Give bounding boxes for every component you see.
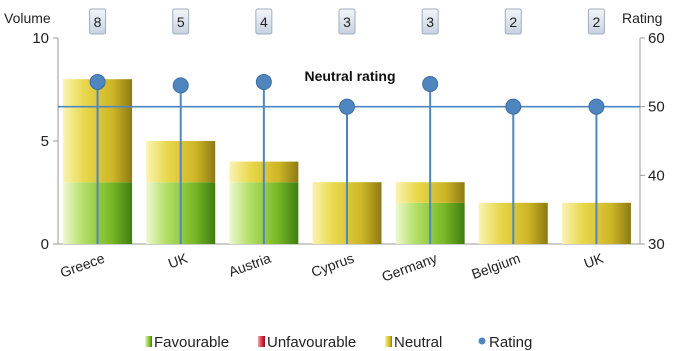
volume-label: 4 (260, 14, 268, 30)
right-axis-title: Rating (622, 10, 662, 26)
rating-point (422, 76, 439, 93)
right-axis-tick-label: 40 (648, 167, 665, 184)
right-axis-tick-label: 30 (648, 236, 665, 253)
category-label: Austria (226, 250, 273, 280)
volume-label: 3 (426, 14, 434, 30)
legend-label-favourable: Favourable (154, 334, 229, 351)
legend-swatch-unfavourable (258, 336, 265, 347)
right-axis-tick-label: 60 (648, 30, 665, 47)
volume-badge (172, 8, 190, 35)
volume-label: 2 (509, 14, 517, 30)
legend-label-rating: Rating (489, 334, 532, 351)
legend: Favourable Unfavourable Neutral Rating (145, 334, 532, 351)
left-axis-tick-label: 5 (41, 133, 49, 150)
volume-badge (587, 8, 605, 35)
rating-point (172, 77, 189, 94)
legend-swatch-neutral (385, 336, 392, 347)
rating-point (89, 73, 106, 90)
volume-badge (421, 8, 439, 35)
left-axis-title: Volume (4, 10, 51, 26)
left-axis-tick-label: 10 (32, 30, 49, 47)
rating-point (255, 73, 272, 90)
volume-badge (338, 8, 356, 35)
category-label: UK (166, 250, 190, 272)
rating-point (588, 98, 605, 115)
legend-label-unfavourable: Unfavourable (267, 334, 356, 351)
category-label: Germany (380, 250, 440, 285)
volume-label: 8 (94, 14, 102, 30)
category-label: Cyprus (309, 250, 356, 280)
legend-label-neutral: Neutral (394, 334, 442, 351)
legend-swatch-favourable (145, 336, 152, 347)
left-axis-tick-label: 0 (41, 236, 49, 253)
rating-point (339, 98, 355, 115)
volume-label: 2 (593, 14, 601, 30)
category-label: Belgium (469, 250, 522, 282)
volume-label: 3 (343, 14, 351, 30)
category-label: UK (582, 250, 606, 272)
legend-marker-rating (478, 337, 486, 345)
volume-badge (504, 8, 522, 35)
volume-badge (89, 8, 107, 35)
volume-label: 5 (177, 14, 185, 30)
category-label: Greece (58, 250, 107, 281)
right-axis-tick-label: 50 (648, 99, 665, 116)
neutral-rating-annotation: Neutral rating (304, 68, 395, 84)
rating-point (505, 98, 522, 115)
volume-badge (255, 8, 273, 35)
